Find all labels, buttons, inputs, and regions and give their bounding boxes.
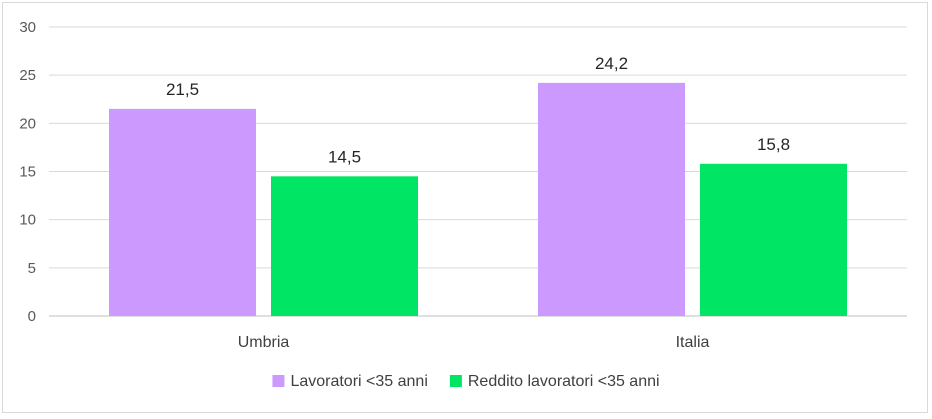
y-tick-label: 20	[19, 115, 36, 132]
legend-label: Reddito lavoratori <35 anni	[468, 373, 660, 390]
data-label: 21,5	[166, 80, 199, 99]
legend-swatch	[272, 375, 285, 387]
legend-swatch	[449, 375, 462, 387]
data-label: 14,5	[328, 147, 361, 166]
bar-chart: 0 5 10 15 20 25 30 21,5 14,5 24,2 15,8 Umbria Ital…	[19, 19, 907, 390]
data-labels: 21,5 14,5 24,2 15,8	[166, 54, 790, 166]
category-label: Italia	[676, 334, 710, 351]
bars	[109, 82, 847, 316]
data-label: 15,8	[757, 135, 790, 154]
legend-item: Reddito lavoratori <35 anni	[449, 373, 660, 390]
y-tick-label: 0	[28, 308, 36, 325]
y-tick-label: 30	[19, 19, 36, 36]
bar	[700, 163, 847, 316]
y-tick-label: 5	[28, 260, 36, 277]
legend: Lavoratori <35 anni Reddito lavoratori <3…	[272, 373, 660, 390]
legend-item: Lavoratori <35 anni	[272, 373, 428, 390]
y-tick-label: 25	[19, 67, 36, 84]
y-axis-ticks: 0 5 10 15 20 25 30	[19, 19, 36, 325]
category-labels: Umbria Italia	[238, 334, 710, 351]
chart-frame: 0 5 10 15 20 25 30 21,5 14,5 24,2 15,8 Umbria Ital…	[2, 2, 928, 413]
bar	[271, 176, 418, 316]
bar	[109, 108, 256, 316]
data-label: 24,2	[595, 54, 628, 73]
y-tick-label: 10	[19, 212, 36, 229]
y-tick-label: 15	[19, 164, 36, 181]
bar	[538, 82, 685, 316]
category-label: Umbria	[238, 334, 290, 351]
legend-label: Lavoratori <35 anni	[290, 373, 427, 390]
